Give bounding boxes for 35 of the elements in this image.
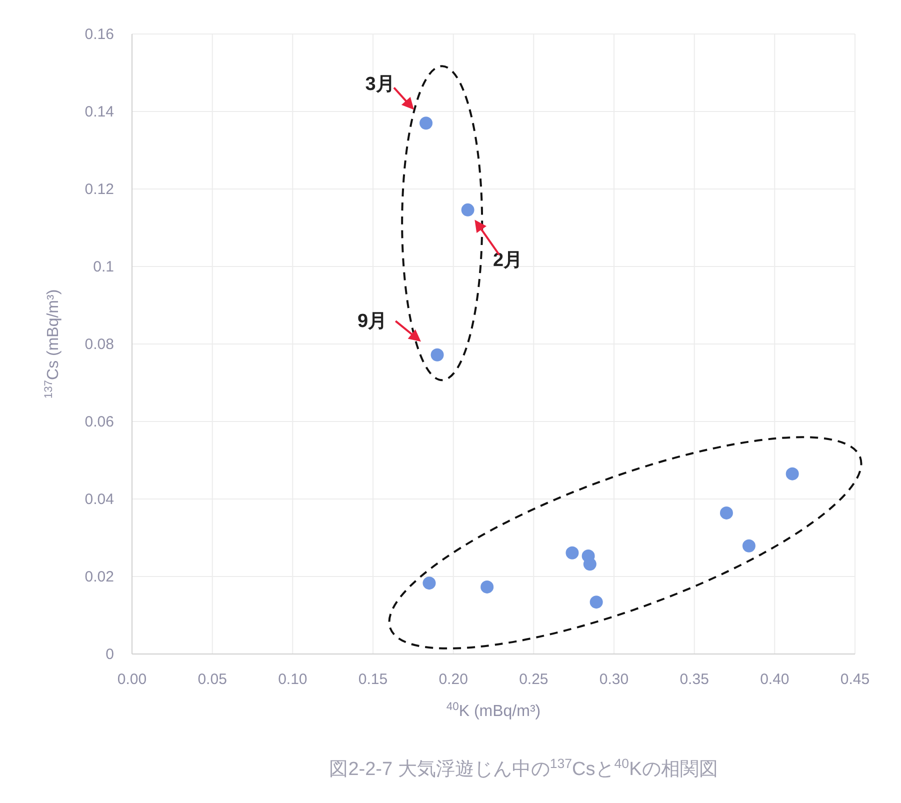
y-tick-label: 0.1 — [93, 258, 114, 276]
x-axis-title: $^{40}$K (mBq/m³) — [446, 701, 541, 720]
x-tick-label: 0.45 — [840, 671, 870, 688]
point — [422, 576, 436, 590]
y-tick-label: 0.04 — [84, 491, 114, 508]
y-tick-label: 0.14 — [84, 104, 114, 120]
point — [461, 203, 474, 216]
point — [566, 546, 579, 560]
y-tick-label: 0 — [106, 646, 114, 663]
y-tick-label: 0.16 — [84, 26, 114, 43]
point — [583, 558, 596, 571]
point — [480, 580, 494, 594]
point — [590, 596, 603, 609]
annotation: 9月 — [357, 310, 388, 332]
point — [742, 539, 756, 552]
x-tick-label: 0.10 — [278, 671, 308, 688]
annotation: 2月 — [493, 250, 523, 271]
point — [786, 467, 799, 480]
y-tick-label: 0.12 — [84, 181, 114, 198]
x-tick-label: 0.25 — [519, 671, 548, 688]
x-tick-label: 0.15 — [358, 671, 388, 688]
x-tick-label: 0.40 — [760, 671, 790, 688]
point — [720, 506, 733, 520]
text: 図2-2-7 大気浮遊じん中の$^{137}$Csと$^{40}$Kの相関図 — [329, 756, 718, 780]
y-tick-label: 0.06 — [84, 414, 114, 430]
x-tick-label: 0.00 — [117, 671, 147, 688]
point — [420, 116, 433, 130]
x-tick-label: 0.20 — [438, 671, 468, 688]
y-tick-label: 0.02 — [84, 568, 114, 586]
annotation: 3月 — [365, 74, 395, 96]
y-tick-label: 0.08 — [84, 336, 114, 353]
point — [430, 348, 444, 362]
x-tick-label: 0.30 — [599, 671, 629, 688]
x-tick-label: 0.35 — [680, 671, 709, 688]
x-tick-label: 0.05 — [198, 671, 227, 688]
